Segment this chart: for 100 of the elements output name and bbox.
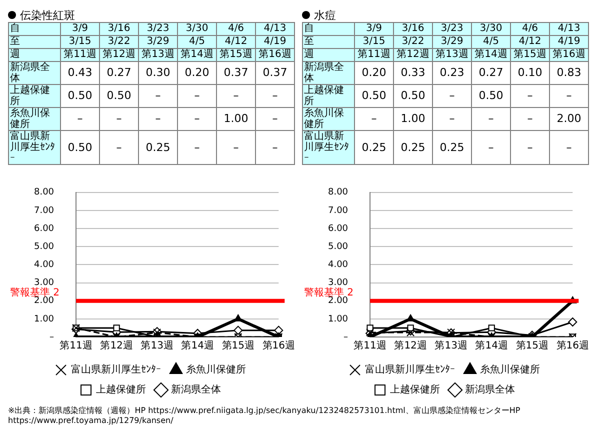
text: 糸魚川保健所 (10, 108, 50, 130)
text: 至 (302, 36, 354, 48)
data-label: – (472, 130, 510, 164)
data-label: 0.27 (472, 62, 510, 84)
x-tick-label: 第15週 (516, 340, 548, 352)
text: 週 (8, 48, 60, 62)
data-label: 0.37 (256, 62, 294, 84)
data-label: – (178, 130, 216, 164)
text: 糸魚川保健所 (304, 108, 344, 130)
text: 4/6 (216, 22, 256, 36)
y-tick-label: 1.00 (34, 314, 54, 324)
data-label: – (256, 84, 294, 108)
data-label: 0.83 (550, 62, 588, 84)
text: 4/13 (256, 22, 294, 36)
data-label: 0.43 (60, 62, 100, 84)
data-label: 2.00 (550, 108, 588, 130)
x-tick-label: 第15週 (222, 340, 254, 352)
x-tick-label: 第12週 (100, 340, 133, 352)
data-label: – (510, 130, 550, 164)
text: 4/19 (550, 36, 588, 48)
data-label: 0.23 (432, 62, 472, 84)
data-label: 0.30 (138, 62, 178, 84)
text: 4/19 (256, 36, 294, 48)
data-label: 0.27 (100, 62, 138, 84)
text: 3/16 (394, 22, 432, 36)
text: 3/15 (60, 36, 100, 48)
x-tick-label: 第14週 (181, 340, 214, 352)
text: 第13週 (138, 48, 178, 62)
data-label: – (100, 108, 138, 130)
chart-title: 水痘 (314, 8, 336, 22)
y-tick-label: 5.00 (328, 242, 348, 252)
data-label: 1.00 (216, 108, 256, 130)
y-tick-label: 6.00 (328, 224, 348, 234)
x-tick-label: 第12週 (394, 340, 427, 352)
text: 第15週 (510, 48, 550, 62)
x-tick-label: 第16週 (262, 340, 296, 352)
legend-label: 富山県新川厚生ｾﾝﾀｰ (365, 364, 455, 376)
data-label: – (256, 108, 294, 130)
data-label: – (432, 108, 472, 130)
data-label: 0.25 (432, 130, 472, 164)
data-label: – (550, 84, 588, 108)
text: 4/5 (472, 36, 510, 48)
x-tick-label: 第11週 (354, 340, 386, 352)
data-label: – (138, 84, 178, 108)
y-tick-label: – (50, 332, 55, 342)
text: 4/6 (510, 22, 550, 36)
legend-label: 富山県新川厚生ｾﾝﾀｰ (71, 364, 161, 376)
y-tick-label: 3.00 (34, 278, 54, 288)
text: 週 (302, 48, 354, 62)
chart-title: 伝染性紅斑 (20, 8, 75, 22)
data-label: – (510, 108, 550, 130)
legend-label: 上越保健所 (96, 384, 146, 396)
text: 第16週 (550, 48, 588, 62)
text: 3/30 (178, 22, 216, 36)
y-tick-label: 5.00 (34, 242, 54, 252)
data-label: – (138, 108, 178, 130)
text: 上越保健所 (10, 85, 50, 107)
text: 3/30 (472, 22, 510, 36)
text: 新潟県全体 (304, 62, 344, 84)
text: 4/13 (550, 22, 588, 36)
text: 第11週 (354, 48, 394, 62)
data-label: – (256, 130, 294, 164)
text: 第13週 (432, 48, 472, 62)
data-label: 0.37 (216, 62, 256, 84)
y-tick-label: 2.00 (34, 296, 54, 306)
y-tick-label: 8.00 (34, 188, 54, 198)
data-label: 0.20 (354, 62, 394, 84)
text: 4/5 (178, 36, 216, 48)
data-label: – (178, 108, 216, 130)
text: 第15週 (216, 48, 256, 62)
data-label: – (178, 84, 216, 108)
data-label: 0.25 (394, 130, 432, 164)
data-label: 0.50 (354, 84, 394, 108)
text: 3/9 (60, 22, 100, 36)
y-tick-label: 1.00 (328, 314, 348, 324)
x-tick-label: 第11週 (60, 340, 92, 352)
data-label: 0.25 (354, 130, 394, 164)
y-tick-label: 6.00 (34, 224, 54, 234)
x-tick-label: 第16週 (556, 340, 590, 352)
x-tick-label: 第13週 (140, 340, 174, 352)
data-label: – (354, 108, 394, 130)
text: 富山県新川厚生ｾﾝﾀｰ (10, 131, 55, 164)
text: 3/15 (354, 36, 394, 48)
data-label: – (60, 108, 100, 130)
data-label: 0.50 (60, 130, 100, 164)
x-tick-label: 第14週 (475, 340, 508, 352)
text: 3/23 (432, 22, 472, 36)
text: 第14週 (178, 48, 216, 62)
data-label: 0.33 (394, 62, 432, 84)
text: 新潟県全体 (10, 62, 50, 84)
data-label: – (550, 130, 588, 164)
y-tick-label: 7.00 (34, 206, 54, 216)
text: 第16週 (256, 48, 294, 62)
y-tick-label: 8.00 (328, 188, 348, 198)
legend-label: 糸魚川保健所 (480, 364, 540, 376)
legend-label: 糸魚川保健所 (186, 364, 246, 376)
legend-label: 新潟県全体 (465, 384, 515, 396)
text: 自 (8, 22, 60, 36)
text: 3/29 (432, 36, 472, 48)
text: ※出典：新潟県感染症情報（週報）HP https://www.pref.niigata.lg.jp/sec/kanyaku/1232482573101.html、富山県感染症情報センターHP https://www.pref.toyama.jp/1279/kansen/ (8, 406, 522, 426)
